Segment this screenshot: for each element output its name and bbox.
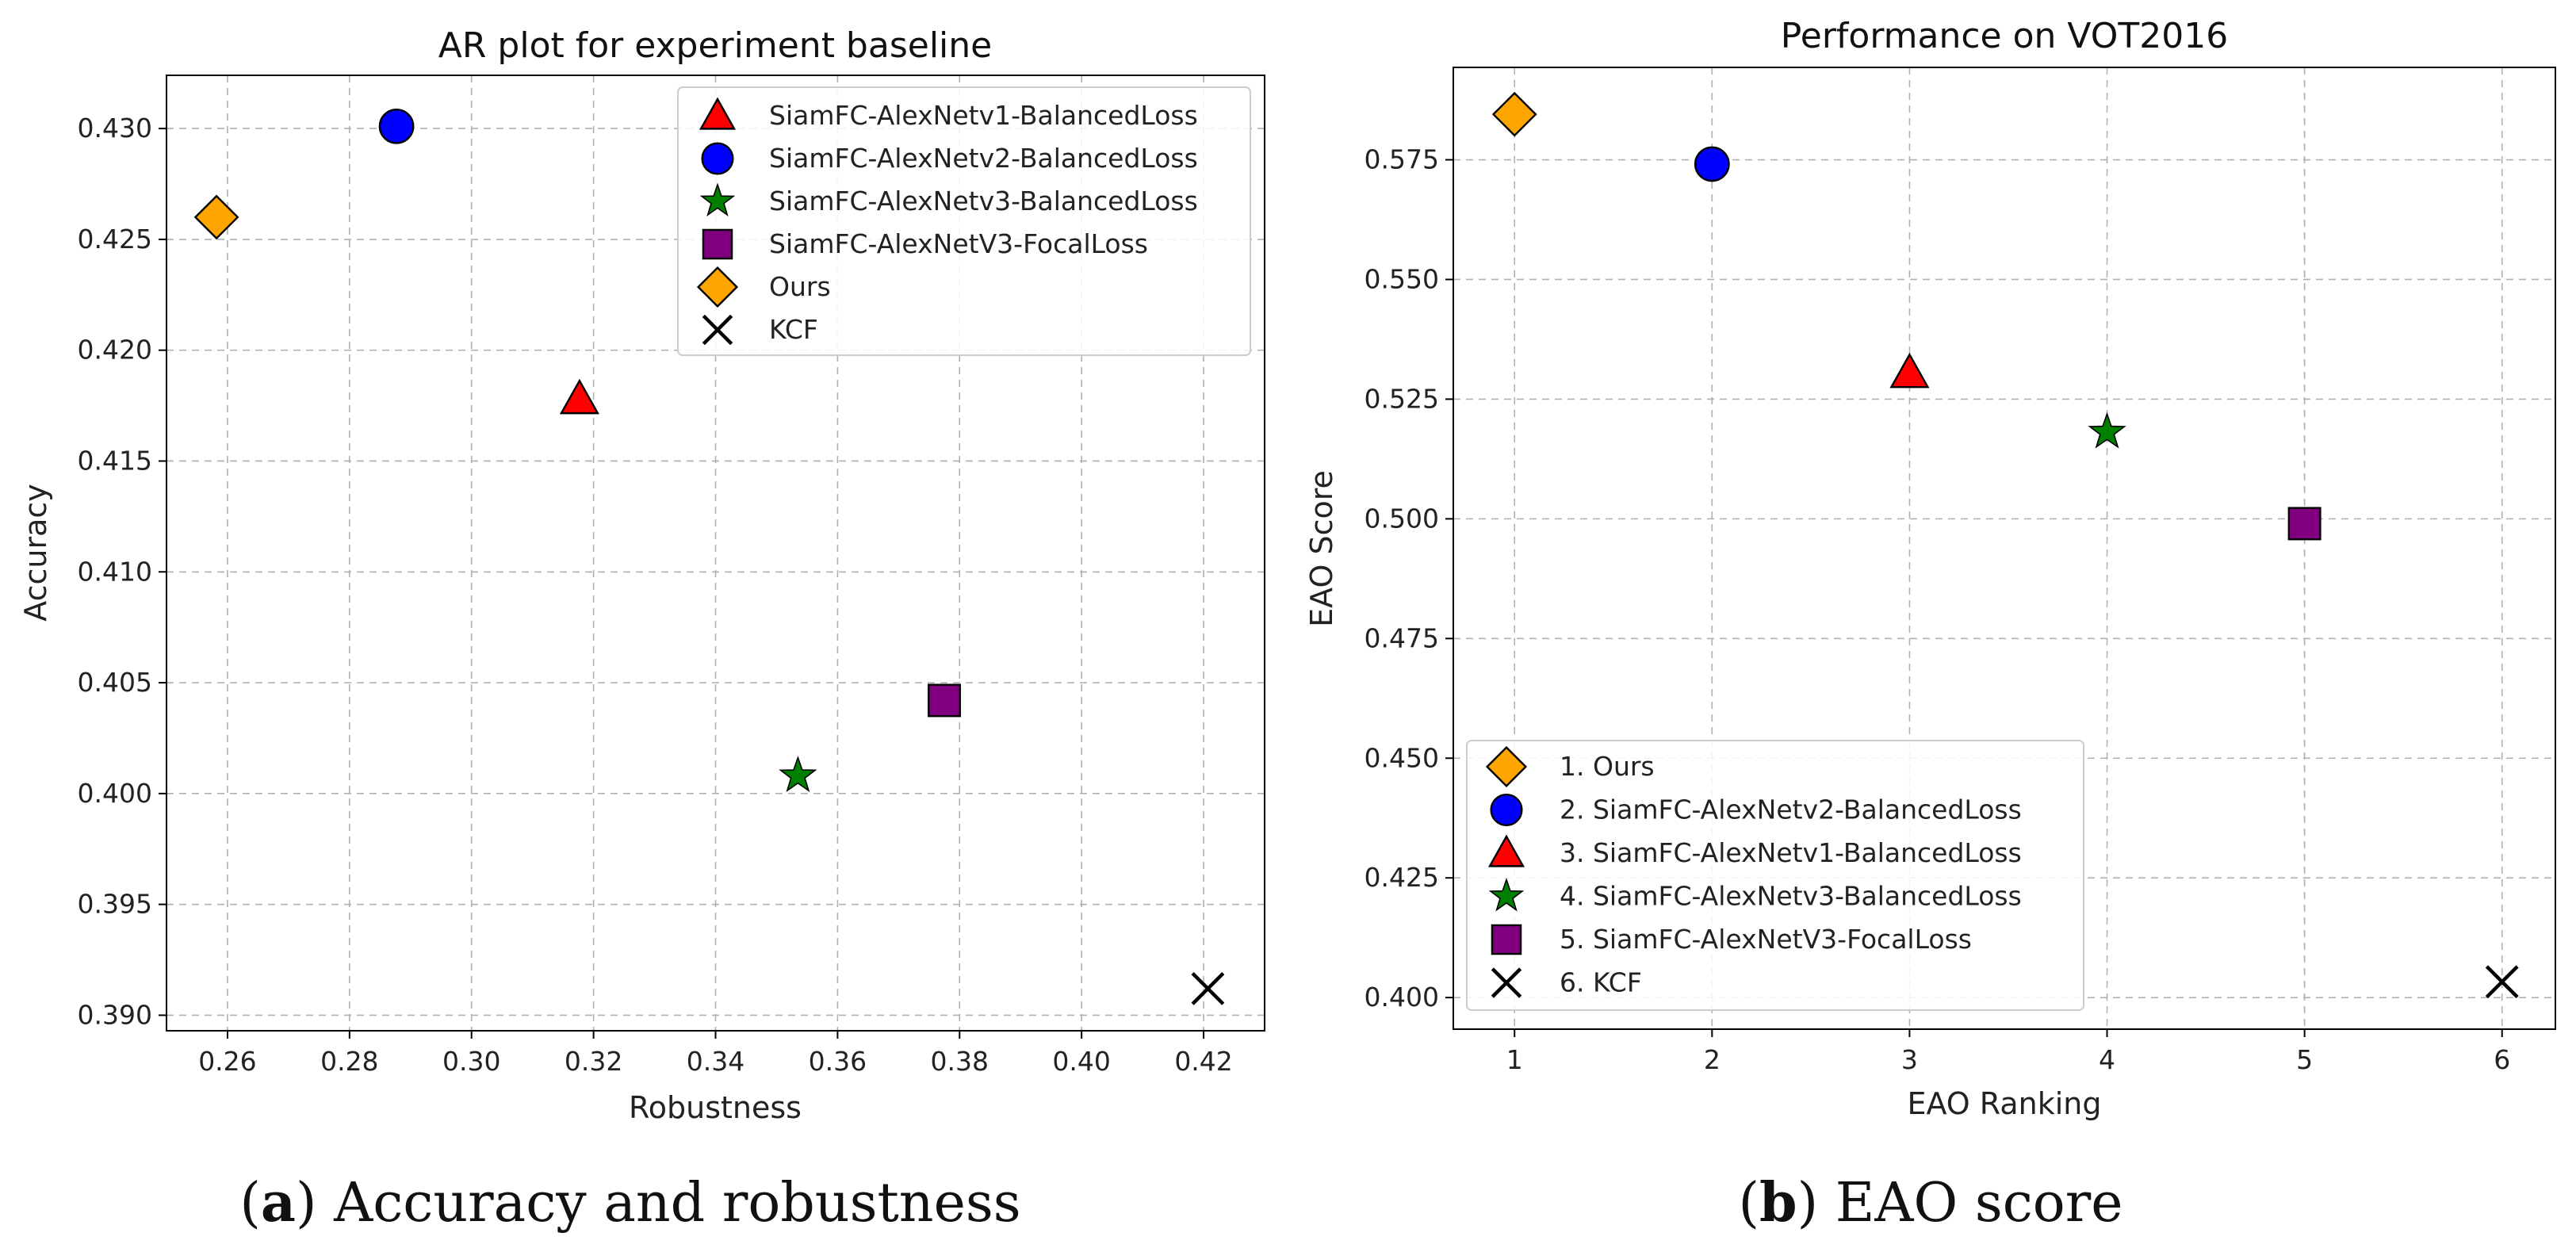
chart-a-legend-label: SiamFC-AlexNetv3-BalancedLoss bbox=[769, 186, 1198, 216]
chart-b-legend-label: 1. Ours bbox=[1560, 751, 1655, 782]
chart-b-x-tick-label: 3 bbox=[1901, 1044, 1918, 1075]
chart-a-legend-label: SiamFC-AlexNetv1-BalancedLoss bbox=[769, 100, 1198, 131]
chart-a-x-axis-label: Robustness bbox=[629, 1090, 802, 1125]
chart-a-point-diamond bbox=[193, 194, 239, 240]
chart-b-x-tick-label: 1 bbox=[1506, 1044, 1523, 1075]
chart-a-x-ticks: 0.26 0.28 0.30 0.32 0.34 0.36 0.38 0.40 0.42 bbox=[198, 1031, 1233, 1077]
chart-b-y-axis-label: EAO Score bbox=[1304, 470, 1339, 627]
chart-a: 0.26 0.28 0.30 0.32 0.34 0.36 0.38 0.40 0.42 0.3… bbox=[18, 25, 1265, 1125]
chart-b-x-tick-label: 6 bbox=[2494, 1044, 2510, 1075]
chart-a-point-x bbox=[1191, 971, 1225, 1005]
chart-b-x-ticks: 1 2 3 4 5 6 bbox=[1506, 1029, 2510, 1075]
chart-b-legend-label: 2. SiamFC-AlexNetv2-BalancedLoss bbox=[1560, 794, 2022, 825]
chart-b-point-star bbox=[2088, 412, 2126, 449]
chart-a-legend-marker-star bbox=[699, 182, 736, 216]
chart-b-x-tick-label: 2 bbox=[1704, 1044, 1721, 1075]
chart-a-legend-label: SiamFC-AlexNetv2-BalancedLoss bbox=[769, 143, 1198, 174]
chart-b-y-tick-label: 0.475 bbox=[1365, 622, 1439, 653]
chart-a-y-tick-label: 0.420 bbox=[78, 335, 152, 366]
chart-b-legend-marker-square bbox=[1491, 924, 1522, 955]
chart-b-legend-label: 5. SiamFC-AlexNetV3-FocalLoss bbox=[1560, 924, 1972, 955]
chart-b-legend-marker-x bbox=[1491, 967, 1522, 998]
caption-b-label: b bbox=[1759, 1171, 1797, 1235]
chart-a-legend-marker-diamond bbox=[696, 266, 739, 308]
chart-a-y-tick-label: 0.425 bbox=[78, 224, 152, 255]
chart-a-x-tick-label: 0.28 bbox=[320, 1046, 378, 1077]
chart-a-point-triangle bbox=[559, 378, 599, 415]
caption-a-label: a bbox=[261, 1171, 296, 1235]
chart-a-legend-box bbox=[677, 86, 1251, 356]
chart-b-y-tick-label: 0.500 bbox=[1365, 503, 1439, 534]
chart-b-y-tick-label: 0.575 bbox=[1365, 144, 1439, 175]
chart-a-x-tick-label: 0.32 bbox=[565, 1046, 622, 1077]
chart-a-y-tick-label: 0.390 bbox=[78, 999, 152, 1030]
chart-a-x-tick-label: 0.26 bbox=[198, 1046, 256, 1077]
chart-b-legend-label: 3. SiamFC-AlexNetv1-BalancedLoss bbox=[1560, 837, 2022, 868]
chart-b-y-tick-label: 0.525 bbox=[1365, 383, 1439, 414]
chart-b-y-tick-label: 0.425 bbox=[1365, 862, 1439, 893]
chart-b-point-circle bbox=[1694, 146, 1730, 182]
chart-b: 1 2 3 4 5 6 0.400 0.425 0.450 0.475 0.500 0.525 0.5… bbox=[1304, 16, 2556, 1121]
chart-a-y-tick-label: 0.430 bbox=[78, 113, 152, 144]
chart-b-marks bbox=[1491, 91, 2519, 999]
chart-a-x-tick-label: 0.34 bbox=[687, 1046, 744, 1077]
chart-b-x-tick-label: 4 bbox=[2099, 1044, 2115, 1075]
chart-b-point-diamond bbox=[1491, 91, 1537, 137]
chart-b-x-tick-label: 5 bbox=[2296, 1044, 2313, 1075]
caption-b: (b) EAO score bbox=[1738, 1171, 2122, 1235]
chart-a-x-tick-label: 0.30 bbox=[442, 1046, 500, 1077]
chart-a-x-tick-label: 0.42 bbox=[1174, 1046, 1232, 1077]
chart-a-y-tick-label: 0.400 bbox=[78, 778, 152, 809]
chart-a-legend-marker-square bbox=[702, 228, 733, 260]
chart-b-legend-marker-triangle bbox=[1487, 834, 1525, 867]
chart-a-legend-marker-x bbox=[702, 314, 733, 346]
chart-a-y-tick-label: 0.405 bbox=[78, 667, 152, 698]
caption-a: (a) Accuracy and robustness bbox=[239, 1171, 1020, 1235]
chart-b-legend: 1. Ours 2. SiamFC-AlexNetv2-BalancedLoss 3… bbox=[1466, 740, 2084, 1011]
chart-a-legend-label: SiamFC-AlexNetV3-FocalLoss bbox=[769, 228, 1148, 259]
chart-a-legend-marker-circle bbox=[701, 142, 734, 175]
chart-b-legend-marker-star bbox=[1488, 878, 1525, 912]
chart-a-x-tick-label: 0.36 bbox=[809, 1046, 867, 1077]
chart-a-y-tick-label: 0.395 bbox=[78, 889, 152, 920]
chart-b-point-square bbox=[2287, 507, 2321, 541]
chart-b-legend-box bbox=[1466, 740, 2084, 1011]
chart-b-x-axis-label: EAO Ranking bbox=[1907, 1086, 2101, 1121]
chart-a-legend-label: Ours bbox=[769, 271, 831, 302]
chart-b-legend-marker-diamond bbox=[1485, 745, 1528, 788]
chart-a-legend-label: KCF bbox=[769, 314, 818, 345]
chart-a-y-tick-label: 0.410 bbox=[78, 556, 152, 587]
chart-b-point-triangle bbox=[1889, 352, 1930, 389]
chart-a-x-tick-label: 0.40 bbox=[1052, 1046, 1110, 1077]
chart-a-x-tick-label: 0.38 bbox=[931, 1046, 989, 1077]
chart-a-y-tick-label: 0.415 bbox=[78, 445, 152, 476]
chart-a-point-star bbox=[779, 756, 817, 793]
chart-b-legend-label: 6. KCF bbox=[1560, 967, 1642, 998]
chart-a-legend-marker-triangle bbox=[699, 97, 737, 130]
chart-a-point-square bbox=[928, 683, 962, 718]
caption-a-text: Accuracy and robustness bbox=[316, 1172, 1020, 1235]
chart-a-legend: SiamFC-AlexNetv1-BalancedLoss SiamFC-Alex… bbox=[677, 86, 1251, 356]
chart-b-y-tick-label: 0.550 bbox=[1365, 263, 1439, 294]
chart-b-title: Performance on VOT2016 bbox=[1781, 16, 2228, 56]
chart-a-y-ticks: 0.390 0.395 0.400 0.405 0.410 0.415 0.420 0.425… bbox=[78, 113, 167, 1030]
chart-b-axes-frame bbox=[1453, 67, 2556, 1030]
chart-b-y-tick-label: 0.450 bbox=[1365, 742, 1439, 773]
chart-b-y-ticks: 0.400 0.425 0.450 0.475 0.500 0.525 0.550 0.575 bbox=[1365, 144, 1453, 1013]
chart-a-point-circle bbox=[378, 108, 415, 144]
chart-a-title: AR plot for experiment baseline bbox=[438, 25, 992, 66]
caption-b-text: EAO score bbox=[1818, 1172, 2122, 1235]
chart-b-y-tick-label: 0.400 bbox=[1365, 982, 1439, 1013]
chart-b-legend-label: 4. SiamFC-AlexNetv3-BalancedLoss bbox=[1560, 881, 2022, 912]
chart-b-legend-marker-circle bbox=[1490, 793, 1523, 827]
chart-a-y-axis-label: Accuracy bbox=[18, 484, 53, 622]
chart-a-marks bbox=[193, 108, 1225, 1005]
chart-b-point-x bbox=[2485, 965, 2519, 999]
